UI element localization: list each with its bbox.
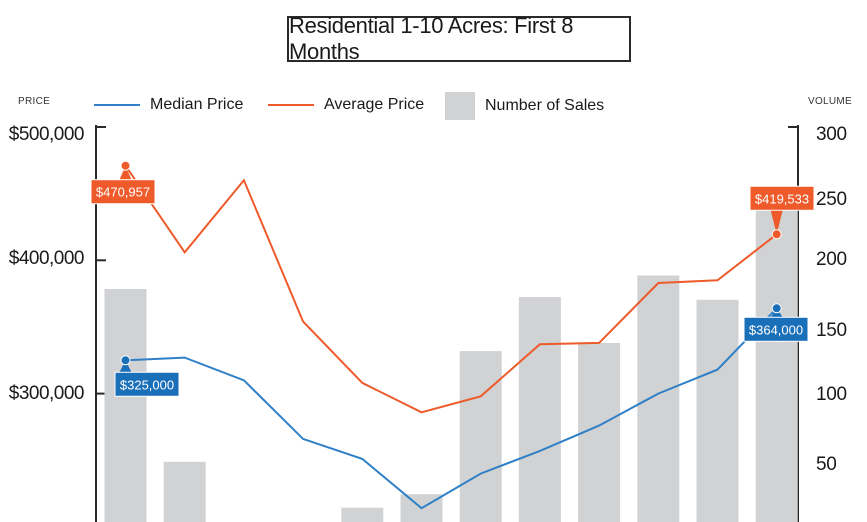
left-tick-label: $400,000 <box>8 248 85 269</box>
sales-bar <box>163 461 206 522</box>
sales-bar <box>637 275 680 522</box>
callout-marker <box>771 229 782 240</box>
callout-label: $364,000 <box>749 322 803 337</box>
callout-label: $325,000 <box>120 377 174 392</box>
legend-median-price: Median Price <box>94 96 243 114</box>
callout-marker <box>120 160 131 171</box>
right-axis-caption: VOLUME <box>808 96 853 107</box>
right-tick-label: 200 <box>816 249 847 270</box>
legend-swatch-sales <box>445 92 475 120</box>
legend-label-median: Median Price <box>150 96 244 113</box>
callout-box <box>90 179 156 205</box>
median-price-line <box>125 307 778 510</box>
chart-title: Residential 1-10 Acres: First 8 Months <box>287 13 631 64</box>
sales-bar <box>755 202 798 522</box>
callout-label: $419,533 <box>755 191 809 206</box>
legend-swatch-average <box>268 104 314 106</box>
sales-bar <box>696 299 739 522</box>
callout-box <box>114 371 180 397</box>
sales-bar <box>341 507 384 522</box>
right-tick-label: 300 <box>816 124 847 145</box>
sales-bar <box>459 351 502 522</box>
callout-label: $470,957 <box>96 185 150 200</box>
callout-pointer <box>119 360 132 373</box>
callout-box <box>749 185 815 211</box>
sales-bar <box>518 297 561 522</box>
legend-swatch-median <box>94 104 140 106</box>
callout-pointer <box>119 165 132 180</box>
right-tick-label: 50 <box>816 454 837 475</box>
callout-marker <box>771 303 782 314</box>
legend-average-price: Average Price <box>268 96 424 114</box>
average-price-line <box>124 165 778 414</box>
right-tick-label: 150 <box>816 320 847 341</box>
legend-label-average: Average Price <box>324 96 425 113</box>
callout-marker <box>120 355 131 366</box>
right-tick-label: 250 <box>816 189 847 210</box>
right-tick-label: 100 <box>816 384 847 405</box>
legend-number-of-sales: Number of Sales <box>445 92 604 120</box>
legend-label-sales: Number of Sales <box>485 97 605 114</box>
left-tick-label: $300,000 <box>8 383 85 404</box>
callout-box <box>743 316 809 342</box>
sales-bar <box>104 289 147 522</box>
left-axis-caption: PRICE <box>18 96 51 107</box>
callout-pointer <box>770 210 783 235</box>
left-tick-label: $500,000 <box>8 124 85 145</box>
